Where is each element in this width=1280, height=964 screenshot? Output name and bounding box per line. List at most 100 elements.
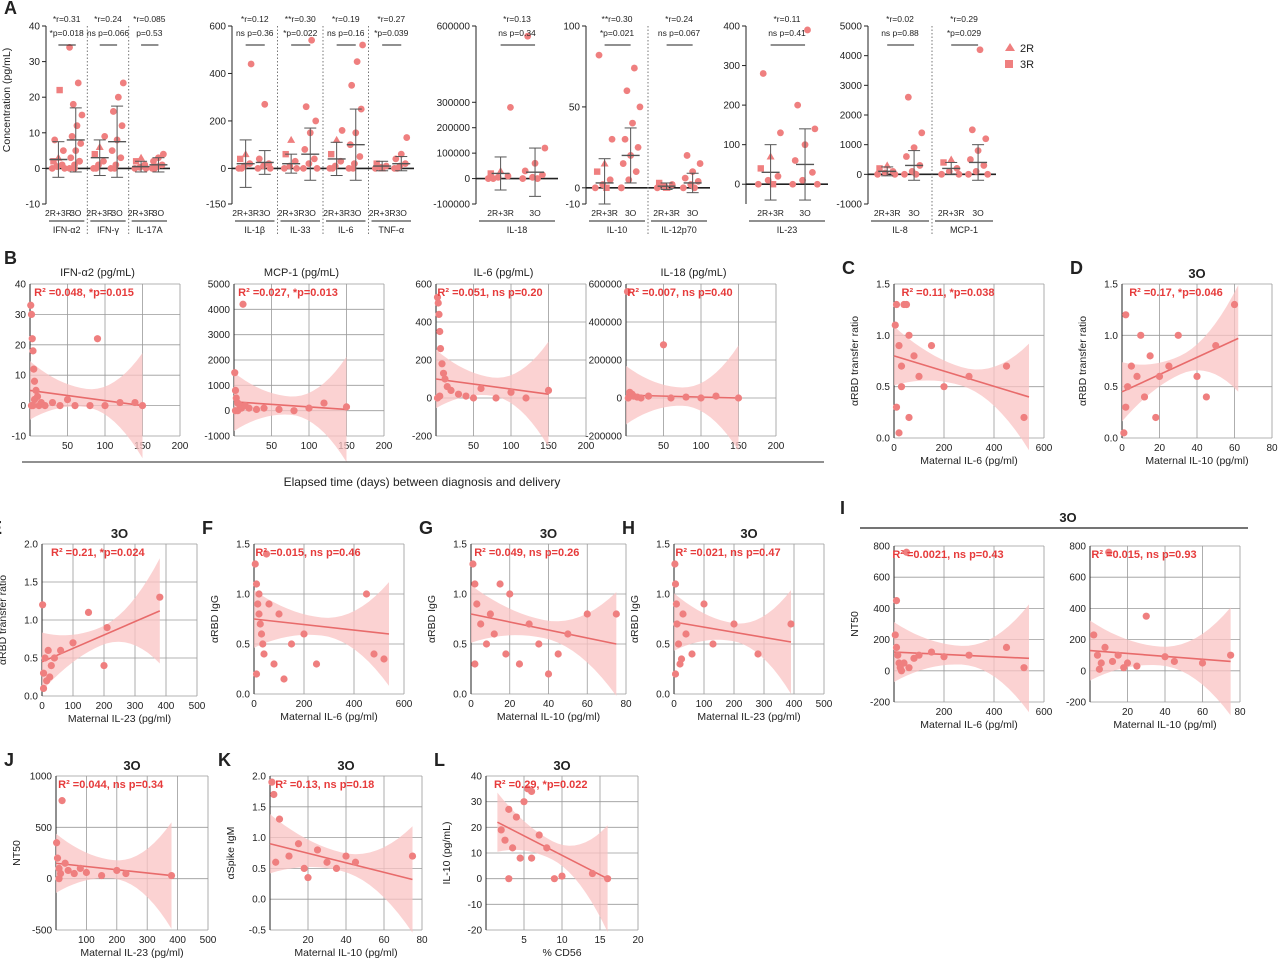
stats-label: R² =0.17, *p=0.046 (1129, 287, 1223, 299)
data-point (891, 631, 899, 639)
panel-a: A Concentration (pg/mL) -10 0 10 20 30 40 *r=0.3… (1, 0, 1034, 235)
data-point (496, 580, 504, 588)
y-axis-label: NT50 (849, 611, 861, 637)
y-tick-label: 4000 (840, 51, 863, 62)
data-point (252, 405, 261, 413)
data-point (484, 175, 492, 182)
data-point (1155, 372, 1164, 380)
data-point (504, 172, 512, 180)
y-tick-label: 0 (856, 170, 862, 181)
data-point (447, 386, 455, 394)
stats-p: *p=0.018 (50, 28, 85, 38)
x-tick-label: 3O (799, 208, 811, 218)
data-point (502, 650, 510, 658)
data-point (1146, 352, 1154, 360)
y-axis-label: αRBD IgG (426, 595, 438, 643)
x-tick-label: 2R+3R (45, 208, 72, 218)
data-point (280, 165, 288, 172)
data-point (338, 127, 346, 134)
data-point (69, 100, 77, 108)
panel-b-2: -1000 0 1000 2000 3000 4000 5000 50 100 150 200 R² … (204, 280, 393, 462)
x-tick-label: 2R+3R (232, 208, 259, 218)
data-point (918, 129, 926, 137)
data-point (116, 398, 124, 407)
data-point (300, 630, 308, 638)
data-point (473, 600, 481, 608)
panel-b: B -10 0 10 20 30 40 50 100 150 200 R² =0.048, *p=0.… (4, 248, 824, 489)
data-point (469, 560, 477, 568)
y-tick-label: 2000 (840, 111, 863, 122)
data-point (260, 650, 268, 658)
x-tick-label: 40 (1191, 443, 1203, 454)
y-tick-label: -200 (1066, 698, 1086, 709)
data-marker-square (50, 158, 57, 165)
subplot-title: IL-18 (pg/mL) (660, 267, 726, 279)
data-marker-square (655, 179, 663, 187)
x-tick-label: 150 (134, 441, 151, 452)
x-tick-label: 3O (259, 208, 271, 218)
data-point (522, 394, 530, 402)
y-tick-label: 200 (723, 101, 740, 112)
data-point (280, 675, 288, 683)
data-point (813, 180, 821, 188)
y-tick-label: 1.0 (236, 590, 250, 601)
data-point (892, 643, 901, 652)
y-tick-label: 0 (34, 164, 40, 175)
x-tick-label: 2R+3R (128, 208, 155, 218)
data-marker-square (757, 165, 764, 172)
stats-r: *r=0.24 (94, 14, 122, 24)
x-tick-label: 200 (96, 701, 113, 712)
x-tick-label: 3O (687, 208, 699, 218)
data-point (1093, 651, 1102, 659)
data-point (167, 871, 176, 880)
x-tick-label: 300 (139, 935, 156, 946)
data-point (1230, 300, 1239, 309)
panel-letter: E (0, 518, 2, 538)
data-point (564, 630, 572, 638)
data-point (712, 392, 720, 400)
data-point (754, 650, 762, 658)
y-tick-label: 0 (224, 406, 230, 417)
subplot-title: 3O (123, 758, 140, 773)
x-axis-label: Maternal IL-10 (pg/ml) (497, 711, 600, 723)
data-point (462, 392, 470, 400)
y-tick-label: 10 (471, 849, 483, 860)
data-point (48, 398, 57, 407)
data-point (1152, 413, 1160, 422)
y-axis-label: αSpike IgM (225, 827, 237, 880)
panel-i-1: -200 0 200 400 600 800 200 400 600 R² =0.0021, ns… (849, 542, 1053, 732)
data-point (1137, 331, 1145, 339)
regression-line (893, 355, 1030, 398)
y-tick-label: 200 (1069, 635, 1086, 646)
data-point (138, 402, 147, 410)
stats-p: ns p=0.41 (768, 28, 806, 38)
data-point (28, 335, 36, 343)
data-point (667, 394, 675, 402)
y-tick-label: 0.5 (1104, 382, 1118, 393)
data-point (92, 165, 100, 172)
stats-label: R² =0.11, *p=0.038 (902, 287, 995, 299)
y-tick-label: -200 (870, 698, 890, 709)
x-tick-label: 3O (396, 208, 408, 218)
x-tick-label: 400 (169, 935, 186, 946)
data-point (436, 345, 445, 353)
y-tick-label: 0.0 (1104, 434, 1118, 445)
data-point (71, 402, 79, 410)
data-point (671, 560, 679, 568)
x-tick-label: 2R+3R (591, 208, 618, 218)
data-point (791, 157, 799, 164)
data-point (683, 152, 691, 159)
data-point (691, 184, 698, 192)
x-tick-label: 2R+3R (938, 208, 965, 218)
data-point (27, 310, 36, 318)
y-tick-label: 40 (471, 772, 483, 783)
panel-c: 0.0 0.5 1.0 1.5 0 200 400 600 R² =0.11, *p=0.038… (842, 258, 1053, 467)
data-point (512, 813, 521, 821)
data-point (1174, 331, 1182, 339)
data-point (98, 871, 106, 880)
y-tick-label: 2.0 (252, 772, 266, 783)
data-point (46, 673, 54, 681)
regression-line (1089, 649, 1231, 663)
stats-r: *r=0.19 (332, 14, 360, 24)
